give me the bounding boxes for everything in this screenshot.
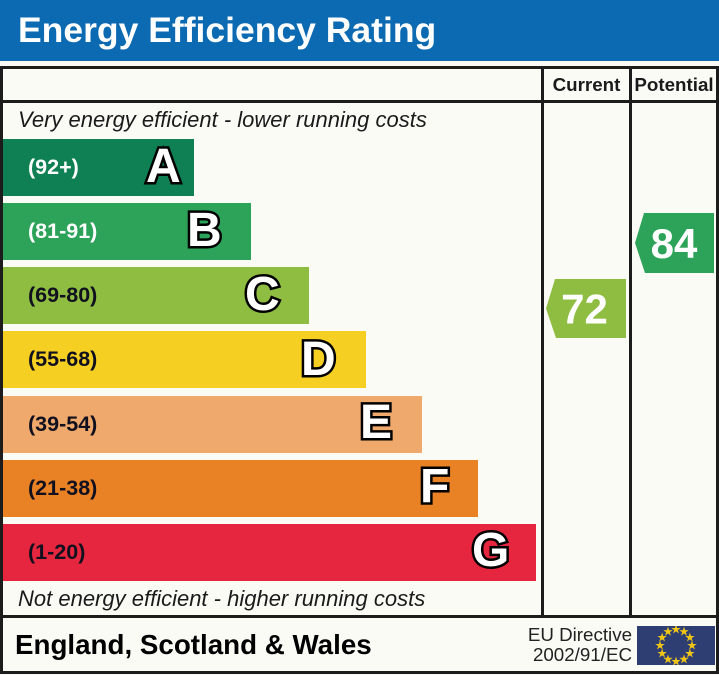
svg-text:84: 84 [651, 220, 698, 267]
svg-text:72: 72 [561, 286, 608, 333]
